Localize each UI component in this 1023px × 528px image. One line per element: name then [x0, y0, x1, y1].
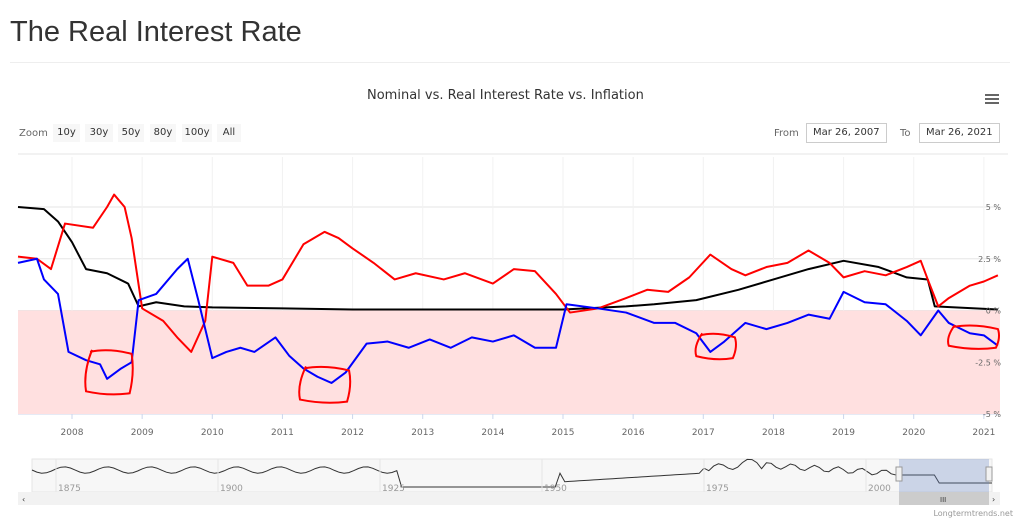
y-tick-label: 5 %: [986, 203, 1002, 212]
hamburger-icon[interactable]: [985, 94, 999, 104]
credit-link[interactable]: Longtermtrends.net: [933, 509, 1013, 518]
x-tick-label: 2015: [552, 428, 575, 438]
zoom-10y-button[interactable]: 10y: [53, 124, 80, 142]
page-title: The Real Interest Rate: [10, 16, 302, 48]
navigator-series: [31, 458, 992, 488]
navigator-selection: [899, 459, 989, 492]
navigator-tick-label: 1900: [220, 484, 243, 494]
to-label: To: [900, 128, 911, 139]
zoom-80y-button[interactable]: 80y: [150, 124, 176, 142]
x-tick-label: 2016: [622, 428, 645, 438]
series-line-inflation: [17, 193, 999, 353]
x-tick-label: 2019: [832, 428, 855, 438]
from-date-input[interactable]: Mar 26, 2007: [806, 123, 887, 143]
annotation-circle: [84, 349, 134, 396]
annotation-circle: [694, 332, 737, 361]
zoom-label: Zoom: [19, 128, 48, 139]
x-tick-label: 2017: [692, 428, 715, 438]
chart-title: Nominal vs. Real Interest Rate vs. Infla…: [367, 88, 644, 103]
negative-rate-band: [18, 310, 1000, 414]
x-tick-label: 2013: [411, 428, 434, 438]
x-tick-label: 2014: [481, 428, 504, 438]
x-tick-label: 2021: [972, 428, 995, 438]
x-tick-label: 2018: [762, 428, 785, 438]
x-tick-label: 2012: [341, 428, 364, 438]
from-label: From: [774, 128, 799, 139]
zoom-30y-button[interactable]: 30y: [85, 124, 113, 142]
y-tick-label: 2.5 %: [978, 255, 1001, 264]
navigator-tick-label: 1950: [544, 484, 567, 494]
scrollbar-grip-icon: III: [940, 496, 946, 504]
to-date-input[interactable]: Mar 26, 2021: [919, 123, 1000, 143]
navigator-tick-label: 1925: [382, 484, 405, 494]
y-tick-label: 0 %: [986, 307, 1002, 316]
navigator[interactable]: 1875 1900 1925 1950 1975 2000 ‹ › III: [18, 458, 1000, 505]
x-tick-label: 2010: [201, 428, 224, 438]
x-tick-label: 2011: [271, 428, 294, 438]
navigator-right-handle: [985, 466, 993, 482]
navigator-tick-label: 1875: [58, 484, 81, 494]
navigator-tick-label: 1975: [706, 484, 729, 494]
y-tick-label: -5 %: [983, 410, 1002, 419]
scrollbar-track: [18, 492, 1000, 505]
zoom-50y-button[interactable]: 50y: [118, 124, 144, 142]
x-tick-label: 2009: [131, 428, 154, 438]
y-tick-label: -2.5 %: [975, 358, 1001, 367]
scroll-right-arrow-icon: ›: [992, 495, 995, 504]
zoom-100y-button[interactable]: 100y: [182, 124, 212, 142]
scrollbar-thumb: [899, 492, 989, 505]
navigator-left-handle: [895, 466, 903, 482]
x-tick-label: 2020: [902, 428, 925, 438]
scroll-left-arrow-icon: ‹: [22, 495, 25, 504]
x-tick-label: 2008: [61, 428, 84, 438]
divider: [10, 62, 1010, 63]
navigator-tick-label: 2000: [868, 484, 891, 494]
series-line-nominal: [17, 206, 998, 311]
annotation-circle: [298, 365, 352, 404]
series-line-real: [17, 257, 999, 384]
annotation-circle: [947, 324, 1001, 350]
zoom-all-button[interactable]: All: [217, 124, 241, 142]
